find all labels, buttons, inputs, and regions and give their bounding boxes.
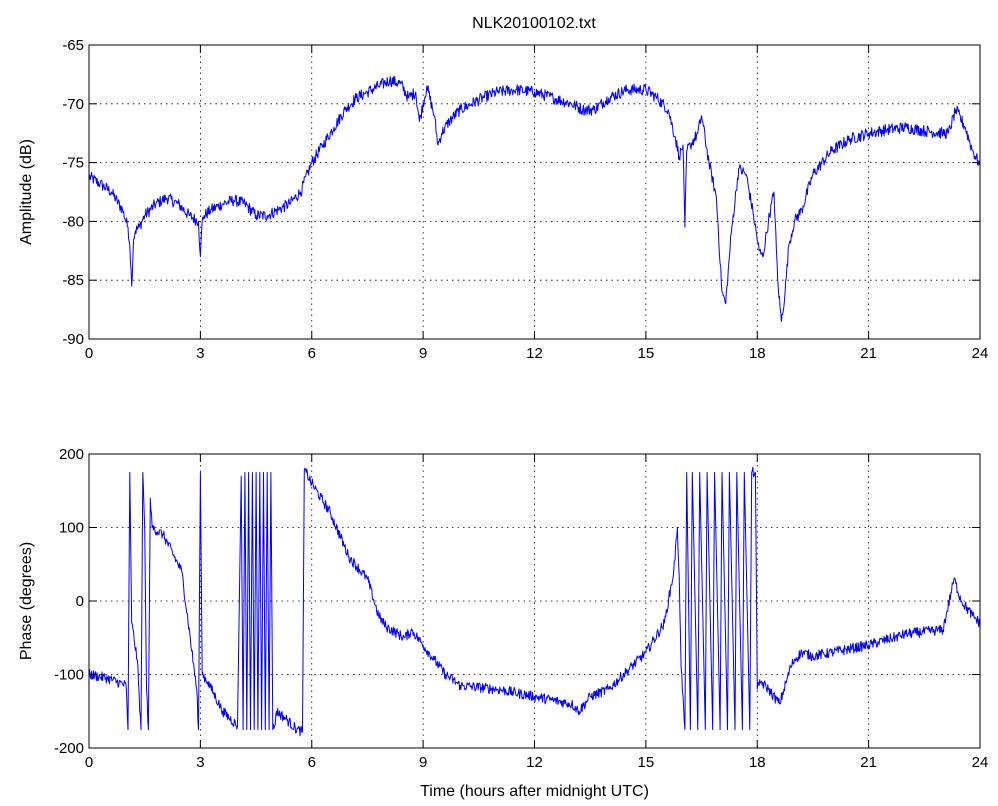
amplitude-y-tick-label: -85	[62, 272, 84, 289]
phase-y-tick-label: 100	[59, 520, 84, 537]
phase-y-tick-label: -200	[54, 740, 84, 757]
amplitude-y-tick-label: -90	[62, 331, 84, 348]
phase-x-axis-label: Time (hours after midnight UTC)	[420, 783, 649, 800]
amplitude-x-tick-label: 0	[85, 345, 93, 362]
phase-x-tick-label: 21	[860, 754, 877, 771]
phase-y-tick-label: -100	[54, 667, 84, 684]
amplitude-x-tick-label: 6	[308, 345, 316, 362]
phase-series-line	[88, 466, 981, 737]
amplitude-y-tick-label: -80	[62, 213, 84, 230]
phase-x-tick-label: 18	[749, 754, 766, 771]
amplitude-x-tick-label: 3	[196, 345, 204, 362]
amplitude-y-tick-label: -70	[62, 96, 84, 113]
amplitude-x-tick-label: 21	[860, 345, 877, 362]
amplitude-x-tick-label: 24	[972, 345, 989, 362]
amplitude-series-line	[88, 75, 981, 322]
phase-x-tick-label: 9	[419, 754, 427, 771]
phase-x-tick-label: 15	[638, 754, 655, 771]
phase-y-axis-label: Phase (degrees)	[18, 542, 35, 660]
amplitude-x-tick-label: 18	[749, 345, 766, 362]
phase-y-tick-label: 200	[59, 446, 84, 463]
chart-title: NLK20100102.txt	[472, 15, 596, 32]
phase-plot: 0 3 6 9 12 15 18 21 24 -200 -100 0 100 200 Phase (degr…	[18, 446, 988, 800]
phase-x-tick-label: 0	[85, 754, 93, 771]
amplitude-y-tick-label: -65	[62, 37, 84, 54]
phase-x-tick-label: 12	[526, 754, 543, 771]
amplitude-x-tick-label: 15	[638, 345, 655, 362]
amplitude-plot: 0 3 6 9 12 15 18 21 24 -90 -85 -80 -75 -70 -65 Amplitud…	[18, 37, 988, 362]
phase-x-tick-label: 24	[972, 754, 989, 771]
amplitude-y-axis-label: Amplitude (dB)	[18, 139, 35, 245]
phase-x-tick-label: 3	[196, 754, 204, 771]
phase-x-tick-label: 6	[308, 754, 316, 771]
amplitude-x-tick-label: 9	[419, 345, 427, 362]
amplitude-x-tick-label: 12	[526, 345, 543, 362]
amplitude-y-tick-label: -75	[62, 155, 84, 172]
phase-y-tick-label: 0	[76, 593, 84, 610]
